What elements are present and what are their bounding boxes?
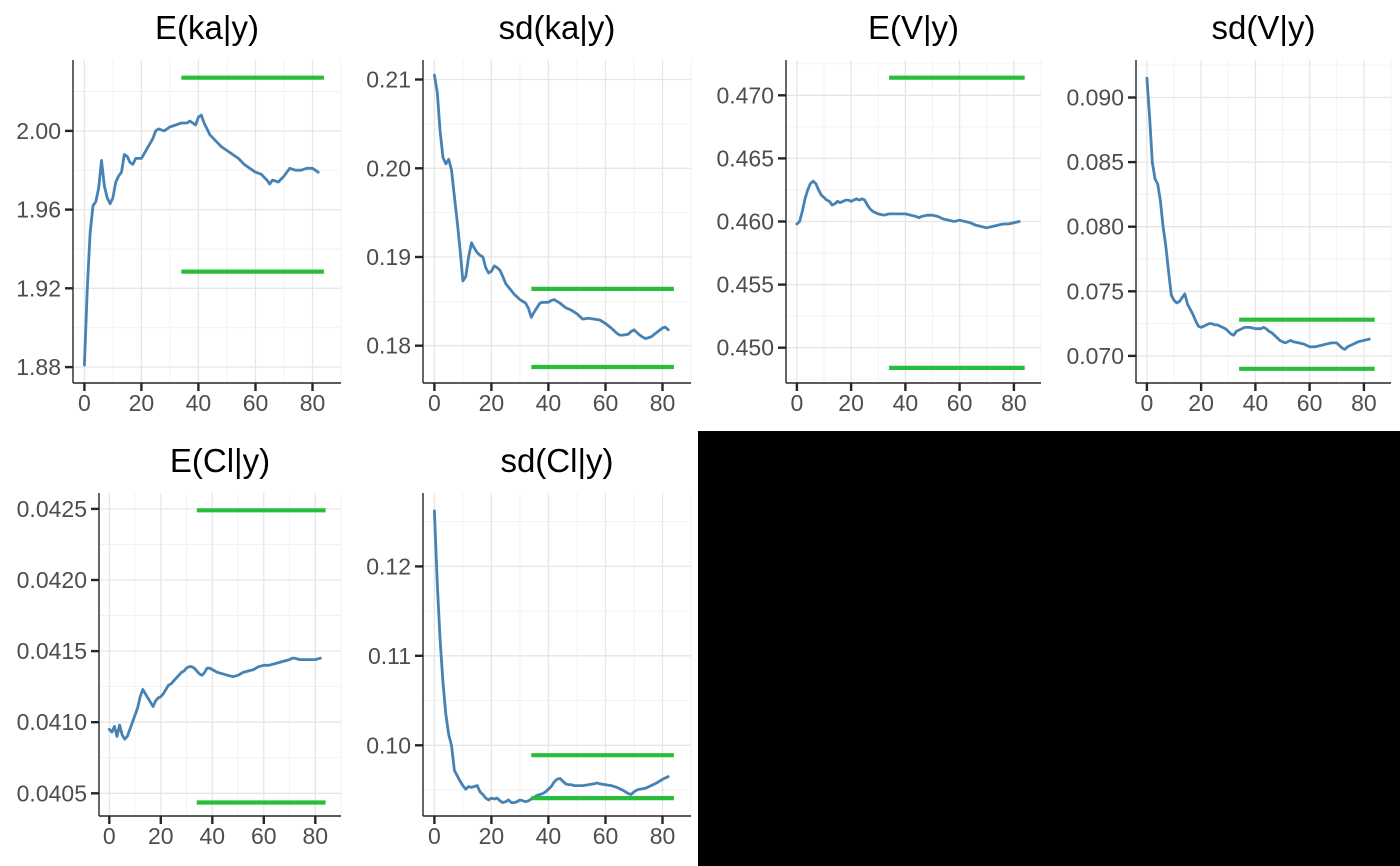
y-tick-label: 0.0410 <box>17 709 87 735</box>
panel-sd-ka-y: sd(ka|y) 0 20 40 60 80 0.18 0.19 0.20 0.21 <box>350 0 700 433</box>
panel-e-ka-y: E(ka|y) 0 20 40 60 80 1.88 1.92 1.96 2.00 <box>0 0 350 433</box>
panel-e-v-y: E(V|y) 0 20 40 60 80 0.450 0.455 0.460 0.465 0.47… <box>700 0 1050 433</box>
y-tick-label: 0.10 <box>366 732 411 758</box>
y-tick-label: 1.96 <box>16 197 61 223</box>
line-plot-sd-v-y: 0 20 40 60 80 0.070 0.075 0.080 0.085 0.090 <box>1066 60 1392 416</box>
x-tick-label: 60 <box>1297 390 1323 416</box>
x-tick-label: 60 <box>593 390 619 416</box>
series-line <box>433 73 670 341</box>
y-tick-label: 0.460 <box>716 209 774 235</box>
x-tick-label: 20 <box>148 823 174 849</box>
x-tick-label: 60 <box>251 823 277 849</box>
panel-e-cl-y: E(Cl|y) 0 20 40 60 80 0.0405 0.0410 0.0415 0.042… <box>0 433 350 866</box>
x-tick-label: 40 <box>536 823 562 849</box>
y-tick-label: 0.0425 <box>17 496 87 522</box>
series-line <box>795 179 1021 230</box>
y-tick-label: 0.455 <box>716 272 774 298</box>
series-line <box>83 113 320 367</box>
x-tick-label: 0 <box>1141 390 1154 416</box>
y-tick-label: 1.92 <box>16 275 61 301</box>
x-tick-label: 80 <box>650 823 676 849</box>
x-tick-label: 40 <box>1243 390 1269 416</box>
y-tick-label: 0.20 <box>366 155 411 181</box>
x-tick-label: 0 <box>428 823 441 849</box>
x-tick-label: 60 <box>243 390 269 416</box>
panel-title-e-v-y: E(V|y) <box>867 9 960 46</box>
panel-sd-cl-y: sd(Cl|y) 0 20 40 60 80 0.10 0.11 0.12 <box>350 433 700 866</box>
x-tick-label: 40 <box>186 390 212 416</box>
series-line <box>433 509 670 805</box>
x-tick-label: 40 <box>536 390 562 416</box>
x-tick-label: 40 <box>200 823 226 849</box>
line-plot-e-v-y: 0 20 40 60 80 0.450 0.455 0.460 0.465 0.470 <box>716 60 1042 416</box>
y-tick-label: 0.11 <box>368 643 411 669</box>
line-plot-sd-cl-y: 0 20 40 60 80 0.10 0.11 0.12 <box>366 493 692 849</box>
panel-title-e-cl-y: E(Cl|y) <box>169 442 271 479</box>
x-tick-label: 80 <box>1351 390 1377 416</box>
y-tick-label: 0.070 <box>1066 343 1124 369</box>
x-tick-label: 80 <box>650 390 676 416</box>
series-line <box>1145 76 1371 351</box>
y-tick-label: 2.00 <box>16 118 61 144</box>
y-tick-label: 0.465 <box>716 145 774 171</box>
y-tick-label: 0.090 <box>1066 85 1124 111</box>
line-plot-sd-ka-y: 0 20 40 60 80 0.18 0.19 0.20 0.21 <box>366 60 692 416</box>
panel-title-e-ka-y: E(ka|y) <box>155 9 259 46</box>
x-tick-label: 80 <box>300 390 326 416</box>
y-tick-label: 0.450 <box>716 335 774 361</box>
panel-sd-v-y: sd(V|y) 0 20 40 60 80 0.070 0.075 0.080 0.085 0.0… <box>1050 0 1400 433</box>
line-plot-e-ka-y: 0 20 40 60 80 1.88 1.92 1.96 2.00 <box>16 60 342 416</box>
x-tick-label: 20 <box>1188 390 1214 416</box>
x-tick-label: 0 <box>103 823 116 849</box>
x-tick-label: 80 <box>303 823 329 849</box>
x-tick-label: 20 <box>838 390 864 416</box>
y-tick-label: 0.19 <box>366 244 411 270</box>
x-tick-label: 80 <box>1001 390 1027 416</box>
y-tick-label: 0.12 <box>366 553 411 579</box>
black-overlay-region <box>698 431 1400 866</box>
x-tick-label: 20 <box>479 823 505 849</box>
panel-title-sd-v-y: sd(V|y) <box>1211 9 1316 46</box>
y-tick-label: 0.0420 <box>17 567 87 593</box>
x-tick-label: 40 <box>893 390 919 416</box>
y-tick-label: 0.470 <box>716 82 774 108</box>
y-tick-label: 0.080 <box>1066 214 1124 240</box>
y-tick-label: 0.085 <box>1066 149 1124 175</box>
x-tick-label: 60 <box>947 390 973 416</box>
y-tick-label: 0.0405 <box>17 780 87 806</box>
line-plot-e-cl-y: 0 20 40 60 80 0.0405 0.0410 0.0415 0.0420 0.0425 <box>17 493 342 849</box>
x-tick-label: 20 <box>479 390 505 416</box>
x-tick-label: 0 <box>78 390 91 416</box>
x-tick-label: 20 <box>129 390 155 416</box>
y-tick-label: 0.0415 <box>17 638 87 664</box>
panel-title-sd-ka-y: sd(ka|y) <box>498 9 616 46</box>
x-tick-label: 0 <box>428 390 441 416</box>
series-line <box>107 656 322 741</box>
y-tick-label: 0.075 <box>1066 278 1124 304</box>
y-tick-label: 0.18 <box>366 333 411 359</box>
y-tick-label: 0.21 <box>366 67 411 93</box>
y-tick-label: 1.88 <box>16 354 61 380</box>
x-tick-label: 0 <box>791 390 804 416</box>
panel-title-sd-cl-y: sd(Cl|y) <box>500 442 614 479</box>
x-tick-label: 60 <box>593 823 619 849</box>
